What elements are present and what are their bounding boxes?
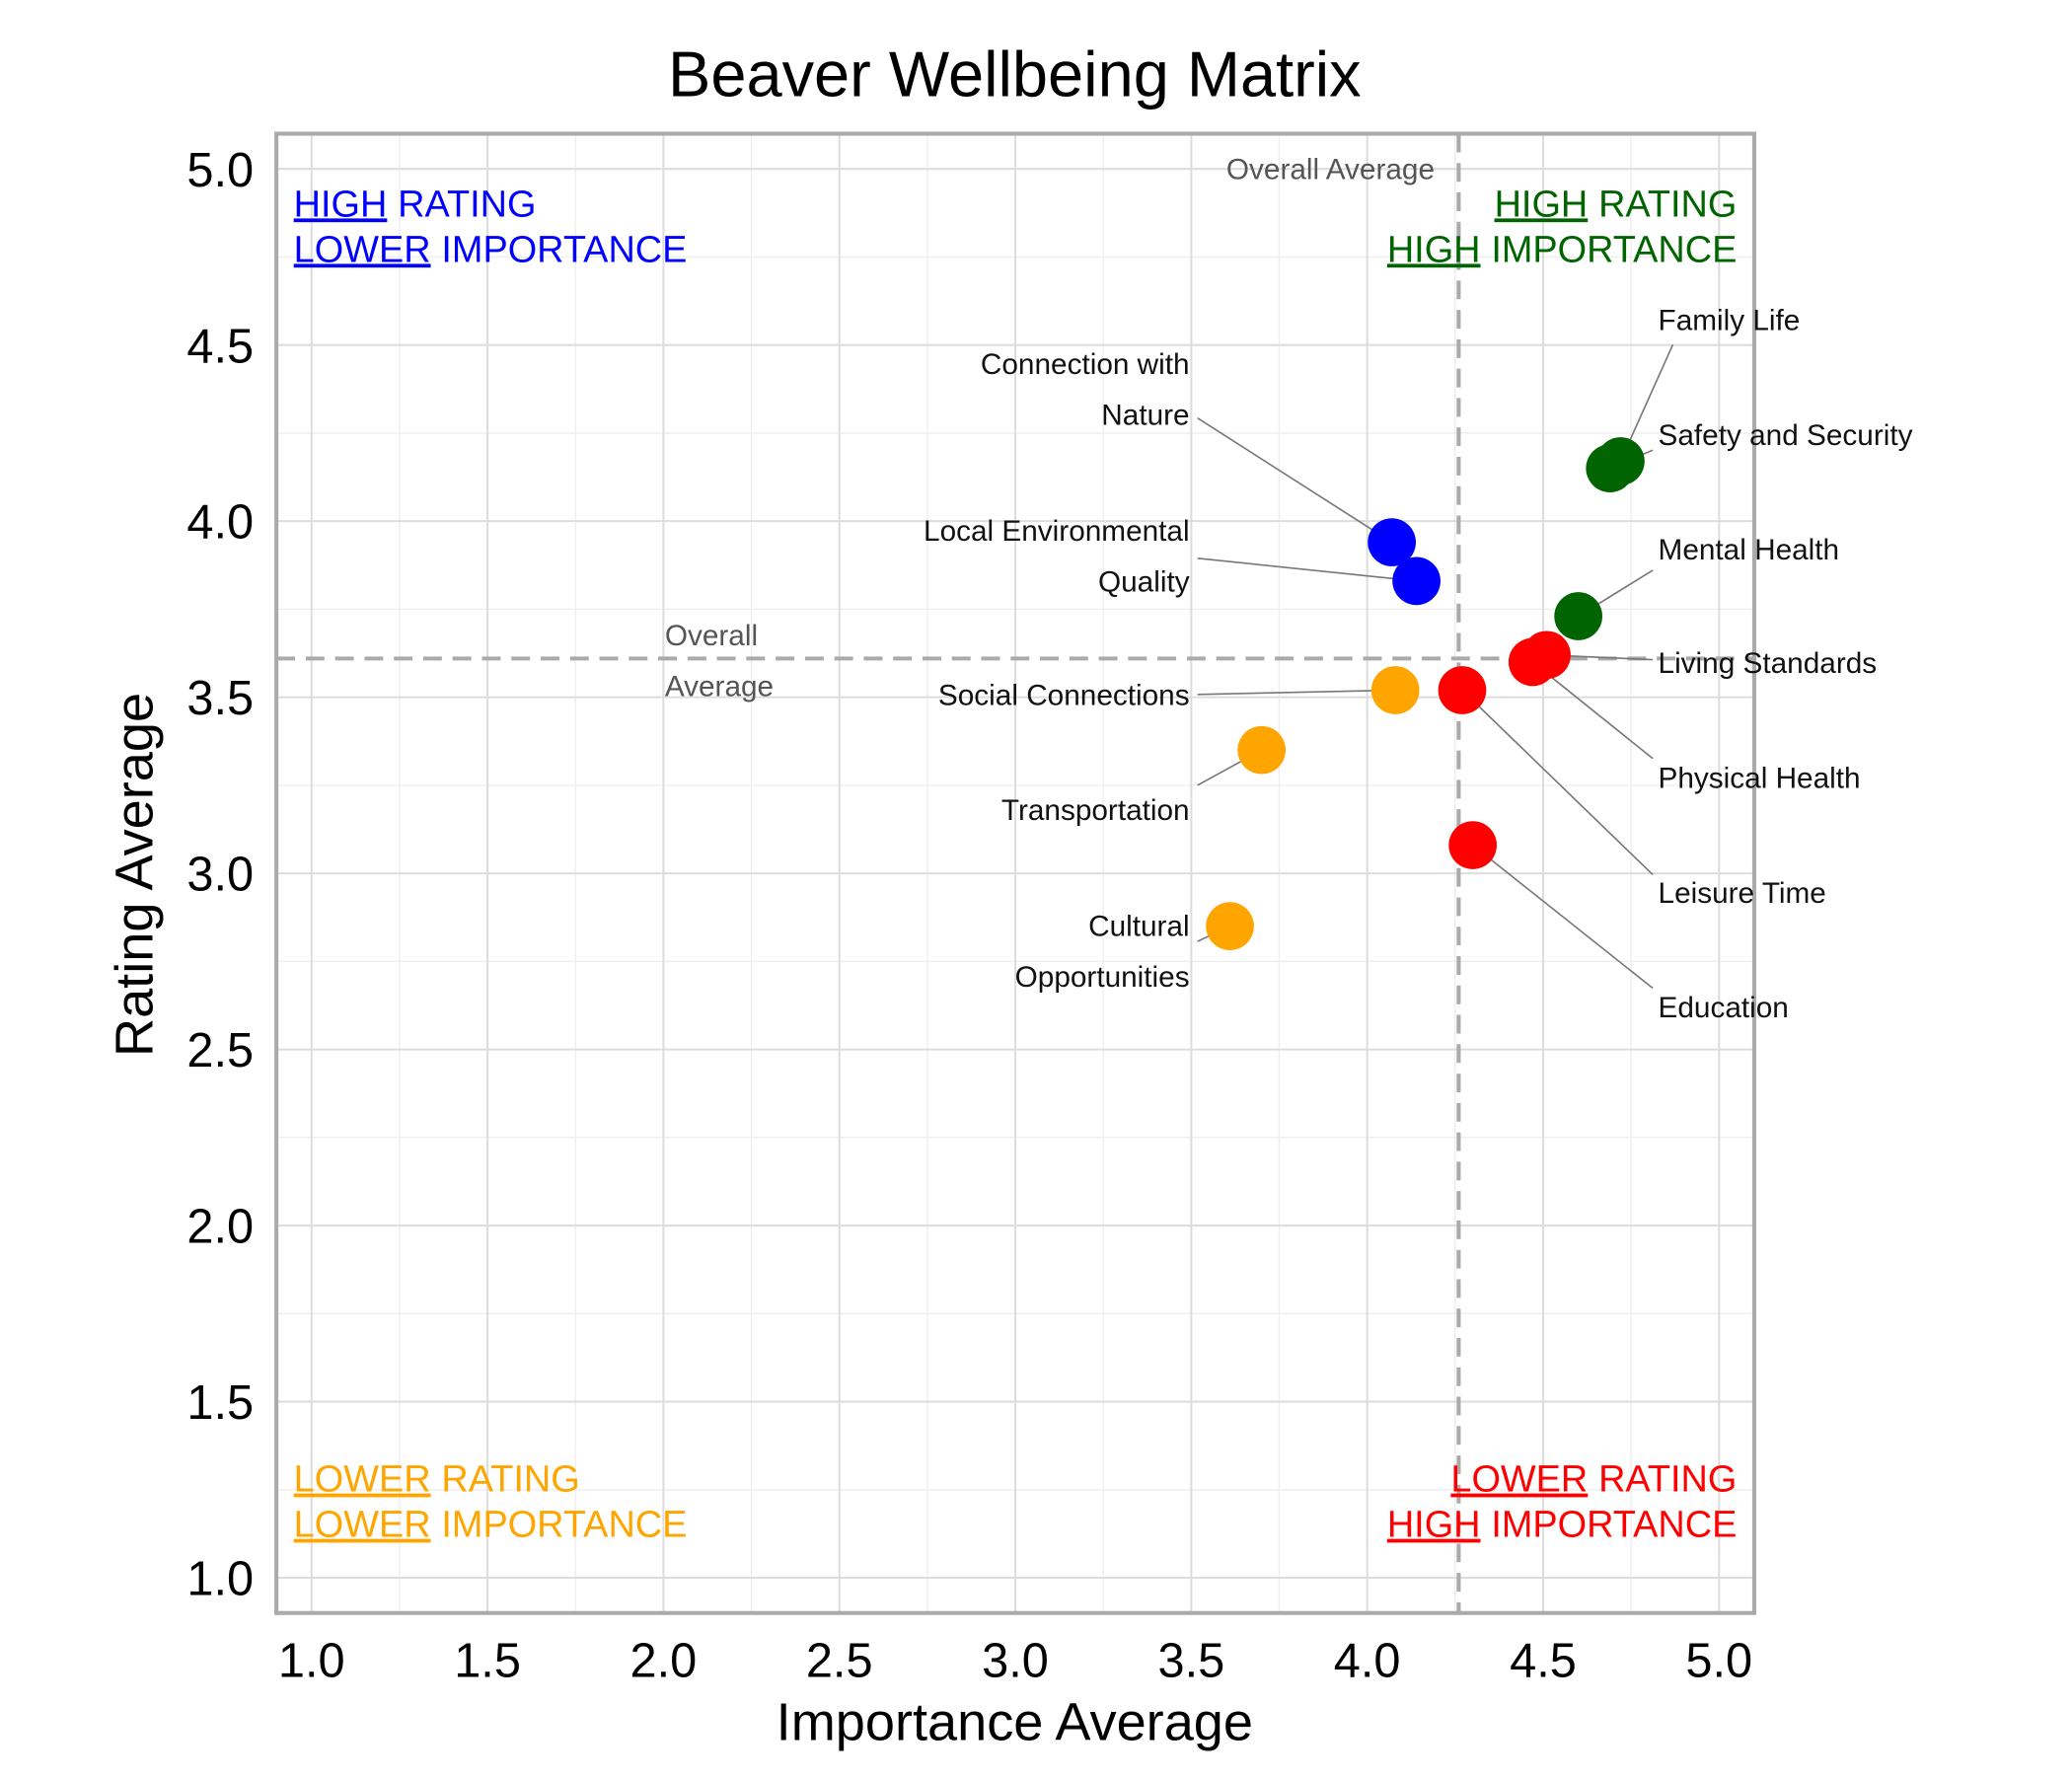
quadrant-label-rest: IMPORTANCE [1491,1505,1737,1546]
quadrant-label-rest: IMPORTANCE [1491,229,1737,270]
quadrant-label: HIGH RATING [294,184,537,225]
point [1392,557,1441,606]
point [1438,666,1487,714]
x-tick-label: 3.0 [982,1635,1049,1688]
y-mean-label: Overall [665,620,758,652]
quadrant-label-rest: RATING [441,1459,579,1501]
y-tick-label: 2.5 [186,1024,254,1077]
point-label: Social Connections [938,680,1190,712]
point [1508,637,1557,687]
point-label: Mental Health [1659,534,1840,566]
y-tick-label: 5.0 [186,144,254,197]
quadrant-label: HIGH RATING [1495,184,1738,225]
label-leader [1197,417,1393,544]
x-axis-title: Importance Average [777,1692,1253,1751]
x-tick-label: 4.0 [1334,1635,1401,1688]
label-leader [1461,689,1654,876]
y-tick-label: 3.5 [186,672,254,725]
point-label: Nature [1101,399,1189,431]
x-tick-label: 1.5 [454,1635,521,1688]
quadrant-label-underlined: HIGH [1387,229,1481,270]
point-label: Local Environmental [924,515,1190,548]
quadrant-label-underlined: HIGH [1495,184,1589,225]
quadrant-label-underlined: HIGH [294,184,388,225]
y-tick-label: 4.0 [186,496,254,550]
point [1554,592,1603,640]
x-tick-label: 4.5 [1510,1635,1577,1688]
y-tick-label: 3.0 [186,849,254,902]
x-tick-label: 3.5 [1157,1635,1224,1688]
point [1206,902,1254,951]
label-leader [1197,689,1396,696]
chart-title: Beaver Wellbeing Matrix [668,38,1362,111]
point-label: Transportation [1001,794,1190,827]
quadrant-label-underlined: LOWER [294,229,431,270]
quadrant-label-underlined: LOWER [1450,1459,1588,1501]
quadrant-label-rest: RATING [1598,1459,1737,1501]
quadrant-label: HIGH IMPORTANCE [1387,1505,1738,1546]
quadrant-label-rest: RATING [398,184,536,225]
quadrant-label: LOWER RATING [294,1459,580,1501]
y-axis-title: Rating Average [105,693,164,1057]
point [1586,444,1635,492]
quadrant-label-underlined: LOWER [294,1459,431,1501]
quadrant-label-rest: IMPORTANCE [441,229,687,270]
y-tick-label: 1.5 [186,1376,254,1430]
quadrant-label-rest: RATING [1598,184,1737,225]
y-mean-label: Average [665,670,774,703]
label-leader [1197,557,1417,582]
point [1448,821,1498,869]
x-tick-label: 1.0 [278,1635,345,1688]
x-tick-label: 2.0 [630,1635,698,1688]
point-label: Quality [1098,566,1190,599]
quadrant-label: LOWER IMPORTANCE [294,229,688,270]
y-tick-label: 1.0 [186,1553,254,1606]
point [1370,666,1420,714]
point [1237,725,1287,775]
quadrant-label-underlined: LOWER [294,1505,431,1546]
quadrant-label-underlined: HIGH [1387,1505,1481,1546]
label-leader [1472,844,1654,990]
point-label: Connection with [981,348,1190,381]
point-label: Family Life [1659,304,1801,336]
point-label: Physical Health [1659,763,1861,795]
point-label: Safety and Security [1659,419,1913,452]
x-mean-label: Overall Average [1226,154,1435,186]
x-tick-label: 5.0 [1685,1635,1752,1688]
point-label: Living Standards [1659,647,1878,680]
x-tick-label: 2.5 [806,1635,873,1688]
point [1368,518,1416,566]
y-tick-label: 2.0 [186,1201,254,1254]
point-label: Education [1659,992,1789,1024]
point-label: Cultural [1088,911,1190,943]
y-tick-label: 4.5 [186,320,254,373]
point-label: Leisure Time [1659,877,1826,910]
quadrant-label: LOWER RATING [1450,1459,1737,1501]
quadrant-label: HIGH IMPORTANCE [1387,229,1738,270]
quadrant-label: LOWER IMPORTANCE [294,1505,688,1546]
plot-frame [274,131,1756,1615]
quadrant-label-rest: IMPORTANCE [441,1505,687,1546]
point-label: Opportunities [1015,961,1190,994]
